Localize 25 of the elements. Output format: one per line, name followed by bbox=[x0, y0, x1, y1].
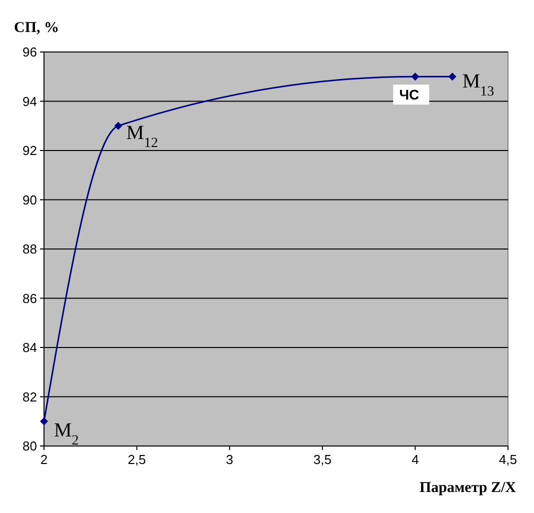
y-tick-label: 94 bbox=[22, 94, 37, 109]
x-tick-label: 2 bbox=[40, 452, 48, 467]
y-tick-label: 96 bbox=[22, 44, 37, 60]
y-tick-label: 86 bbox=[22, 290, 37, 306]
x-tick-label: 3,5 bbox=[313, 452, 332, 467]
point bbox=[448, 72, 456, 81]
y-tick-label: 84 bbox=[22, 340, 37, 356]
annotation: ЧС bbox=[399, 86, 420, 103]
x-tick-label: 3 bbox=[226, 452, 234, 467]
annotation: M$_{2}$ bbox=[54, 419, 79, 448]
x-tick-label: 4,5 bbox=[498, 452, 518, 467]
annotation: M$_{13}$ bbox=[462, 70, 494, 100]
point bbox=[411, 72, 420, 81]
y-tick-label: 80 bbox=[22, 438, 37, 454]
y-tick-label: 90 bbox=[22, 192, 37, 208]
y-tick-label: 92 bbox=[22, 143, 37, 158]
y-axis-title: СП, % bbox=[14, 20, 59, 36]
x-tick-label: 2,5 bbox=[128, 452, 146, 467]
point bbox=[114, 122, 122, 130]
point bbox=[40, 417, 48, 426]
annotation: M$_{12}$ bbox=[126, 122, 158, 150]
x-axis-title: Параметр Z/X bbox=[419, 480, 516, 496]
y-tick-label: 88 bbox=[22, 242, 37, 257]
x-tick-label: 4 bbox=[412, 452, 419, 467]
y-tick-label: 82 bbox=[22, 389, 37, 404]
